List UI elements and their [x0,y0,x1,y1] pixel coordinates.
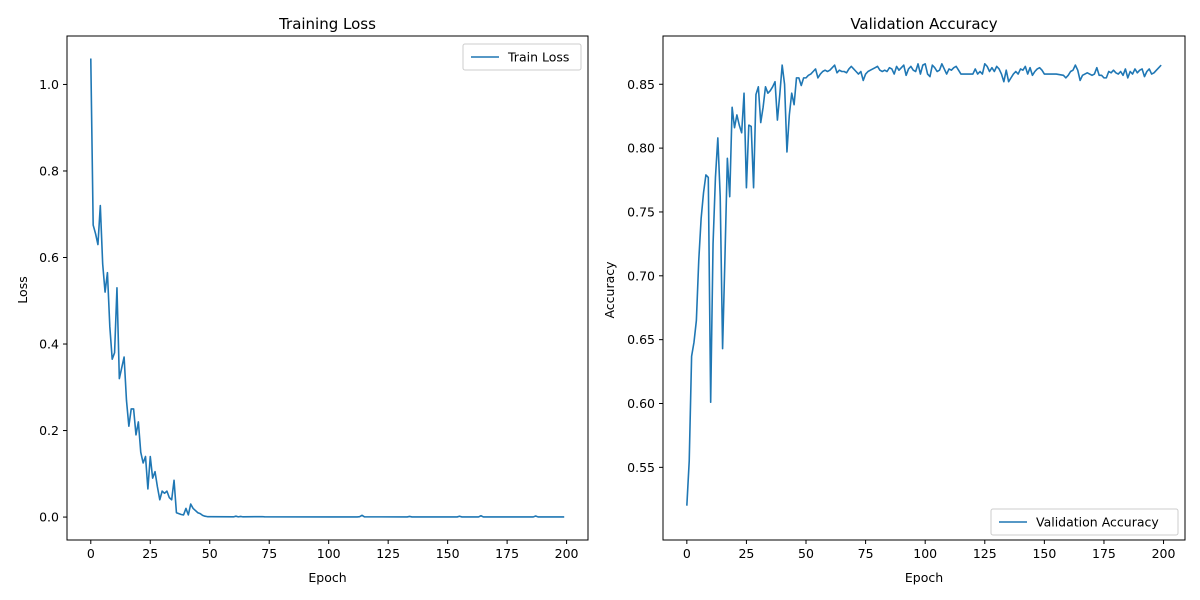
x-tick-label: 125 [376,546,400,561]
legend-box [462,43,582,71]
x-tick-label: 100 [317,546,341,561]
y-tick-label: 0.6 [39,250,59,265]
chart-validation-accuracy: Validation Accuracy 0 25 50 75 100 125 150 175 2… [602,15,1186,585]
y-axis-label: Loss [15,276,30,303]
axes-frame [662,35,1186,541]
x-tick-label: 50 [798,546,814,561]
y-axis-label: Accuracy [602,261,617,319]
y-tick-label: 0.85 [627,77,655,92]
y-tick-label: 0.0 [39,510,59,525]
plot-area: 0 25 50 75 100 125 150 175 200 0.0 0.2 0.4 0.6 0.8 1.0 [39,35,589,561]
y-tick-label: 0.4 [39,337,59,352]
chart-title: Training Loss [278,15,376,33]
x-axis-label: Epoch [905,570,943,585]
y-tick-label: 0.55 [627,460,655,475]
x-tick-label: 100 [913,546,937,561]
legend-box [990,508,1179,536]
x-tick-label: 75 [261,546,277,561]
x-tick-label: 75 [858,546,874,561]
series-line [686,63,1162,506]
chart-title: Validation Accuracy [850,15,997,33]
legend: Validation Accuracy [990,508,1179,536]
x-tick-label: 125 [973,546,997,561]
x-tick-label: 150 [436,546,460,561]
x-tick-label: 200 [555,546,579,561]
legend: Train Loss [462,43,582,71]
x-tick-label: 50 [202,546,218,561]
series-line [89,58,565,518]
x-axis-label: Epoch [308,570,346,585]
y-tick-label: 0.80 [627,141,655,156]
x-tick-label: 150 [1032,546,1056,561]
y-tick-label: 0.8 [39,163,59,178]
x-tick-label: 0 [87,546,95,561]
legend-label: Validation Accuracy [1036,515,1159,530]
y-tick-label: 0.2 [39,423,59,438]
x-tick-label: 25 [738,546,754,561]
y-tick-label: 0.60 [627,396,655,411]
y-tick-label: 0.75 [627,204,655,219]
x-tick-label: 0 [683,546,691,561]
y-tick-label: 0.70 [627,268,655,283]
x-tick-label: 175 [495,546,519,561]
axes-frame [66,35,589,541]
chart-training-loss: Training Loss 0 25 50 75 100 125 150 175 2000.00… [15,15,589,585]
x-tick-label: 200 [1152,546,1176,561]
y-tick-label: 1.0 [39,77,59,92]
plot-area: 0 25 50 75 100 125 150 175 200 0.55 0.60 0.65 0.70 0.… [627,35,1186,561]
y-tick-label: 0.65 [627,332,655,347]
legend-label: Train Loss [507,50,569,65]
x-tick-label: 175 [1092,546,1116,561]
x-tick-label: 25 [142,546,158,561]
